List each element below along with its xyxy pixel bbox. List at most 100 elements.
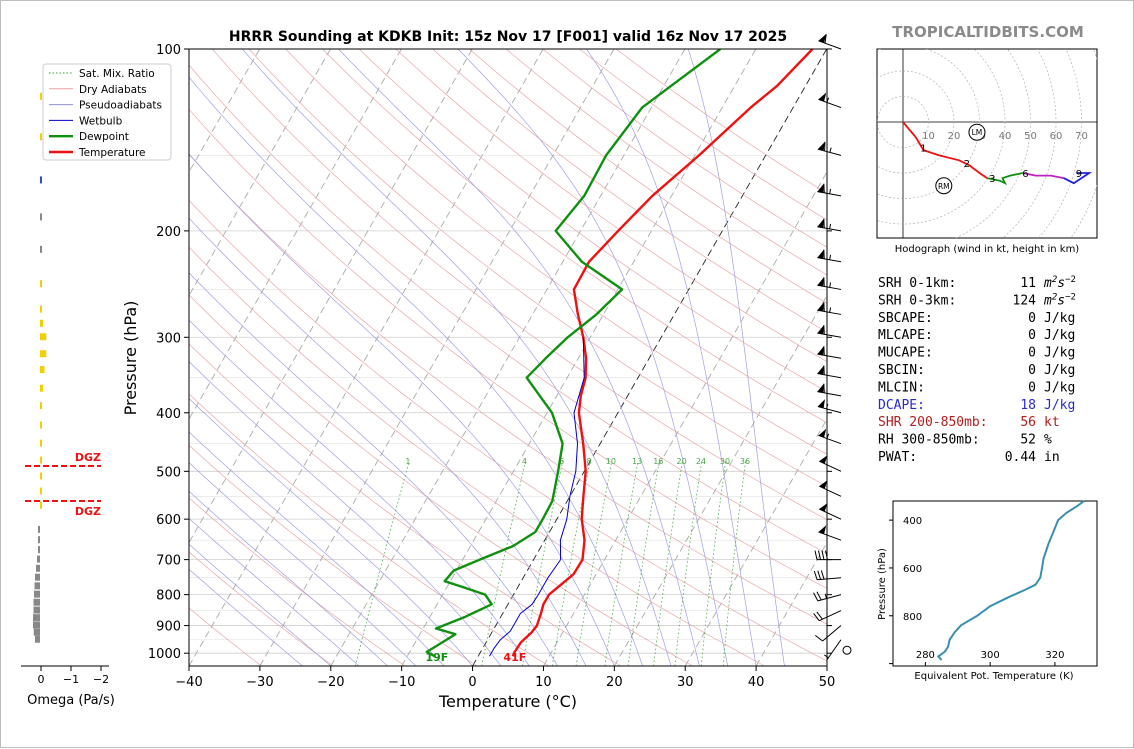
omega-tick-label: −1 [63,673,79,686]
omega-bar [40,93,42,100]
wind-barb [815,551,841,560]
stat-label: SBCIN: [878,363,925,378]
omega-bar [40,440,42,447]
theta-e-x-label: Equivalent Pot. Temperature (K) [914,671,1073,682]
wind-barb [817,302,841,314]
wind-barb [817,325,841,337]
barb-half [830,189,831,194]
omega-bar [40,133,42,140]
y-tick-label: 1000 [148,647,181,662]
stat-label: PWAT: [878,450,917,465]
x-tick-label: 20 [606,675,623,690]
wind-barb [819,480,841,496]
barb-flag [817,250,823,259]
chart-title: HRRR Sounding at KDKB Init: 15z Nov 17 [… [229,29,787,45]
y-tick-label: 800 [156,589,181,604]
surface-dewpoint-label: 19F [425,651,448,664]
stat-value: 0 [1028,363,1036,378]
barb-staff [819,486,841,496]
barb-flag [819,455,827,464]
legend-label: Sat. Mix. Ratio [79,68,155,80]
zero-isotherm [473,49,827,666]
pseudoadiabat [458,49,728,666]
stat-unit: in [1044,450,1060,465]
stat-value: 11 [1020,276,1036,291]
pseudoadiabat [105,49,615,666]
stat-value: 0 [1028,380,1036,395]
hodograph-ring-label: 60 [1050,131,1063,142]
stat-unit: kt [1044,415,1060,430]
stat-unit: J/kg [1044,363,1075,378]
theta-e-frame [893,501,1097,666]
omega-bar [40,402,42,409]
x-tick-label: −40 [175,675,202,690]
mixing-ratio-line [482,461,526,666]
mixing-ratio-label: 30 [720,457,730,466]
stat-value: 18 [1020,398,1036,413]
y-tick-label: 900 [156,620,181,635]
wind-barb [818,399,841,413]
theta-e-y-tick-label: 600 [903,564,922,575]
hodograph-frame [877,49,1097,238]
storm-motion-label: RM [938,182,950,191]
omega-bar [35,574,40,581]
barb-staff [827,640,841,660]
x-tick-label: 50 [819,675,836,690]
wind-barb [818,429,841,444]
theta-e-y-tick-label: 800 [903,612,922,623]
wind-barbs [814,34,851,659]
barb-staff [819,611,841,621]
legend-label: Dewpoint [79,131,129,143]
theta-e-y-tick-label: 400 [903,516,922,527]
barb-staff [818,41,841,49]
legend-label: Wetbulb [79,115,123,127]
stat-value: 52 [1020,433,1036,448]
storm-motion-label: LM [972,128,983,137]
barb-staff [823,626,841,641]
omega-bar [40,488,42,495]
hodograph-height-label: 2 [964,159,970,170]
series-dewpoint [427,49,721,656]
omega-bar [40,473,42,480]
stat-value: 0 [1028,328,1036,343]
omega-bar [33,622,40,629]
barb-staff [819,461,841,471]
x-tick-label: −20 [317,675,344,690]
stat-unit: J/kg [1044,380,1075,395]
x-tick-label: −10 [388,675,415,690]
surface-temperature-label: 41F [503,651,526,664]
hodograph-ring-label: 50 [1024,131,1037,142]
wind-barb [815,626,841,641]
omega-bar [34,629,40,636]
omega-bar [35,636,40,643]
stat-unit: J/kg [1044,346,1075,361]
y-tick-label: 100 [156,43,181,58]
theta-e-y-label: Pressure (hPa) [877,548,888,620]
stat-label: SRH 0-1km: [878,276,956,291]
mixing-ratio-line [701,461,726,666]
mixing-ratio-label: 36 [740,457,750,466]
barb-flag [818,142,825,151]
barb-full [815,551,817,560]
barb-half [824,655,828,658]
wind-barb [817,384,841,396]
theta-e-x-tick-label: 320 [1045,650,1064,661]
stat-unit: J/kg [1044,328,1075,343]
legend-label: Temperature [78,147,146,159]
barb-staff [818,595,841,601]
wind-barb [819,455,841,471]
omega-bar [40,320,43,327]
stat-value: 0 [1028,311,1036,326]
pseudoadiabat [338,49,699,666]
stat-unit: J/kg [1044,311,1075,326]
stat-label: SBCAPE: [878,311,933,326]
omega-tick-label: −2 [93,673,109,686]
x-tick-label: −30 [246,675,273,690]
isotherm [543,49,897,666]
omega-bar [40,366,45,373]
omega-bar [40,350,46,357]
stat-unit: m2s−2 [1043,275,1076,291]
barb-flag [818,399,825,408]
